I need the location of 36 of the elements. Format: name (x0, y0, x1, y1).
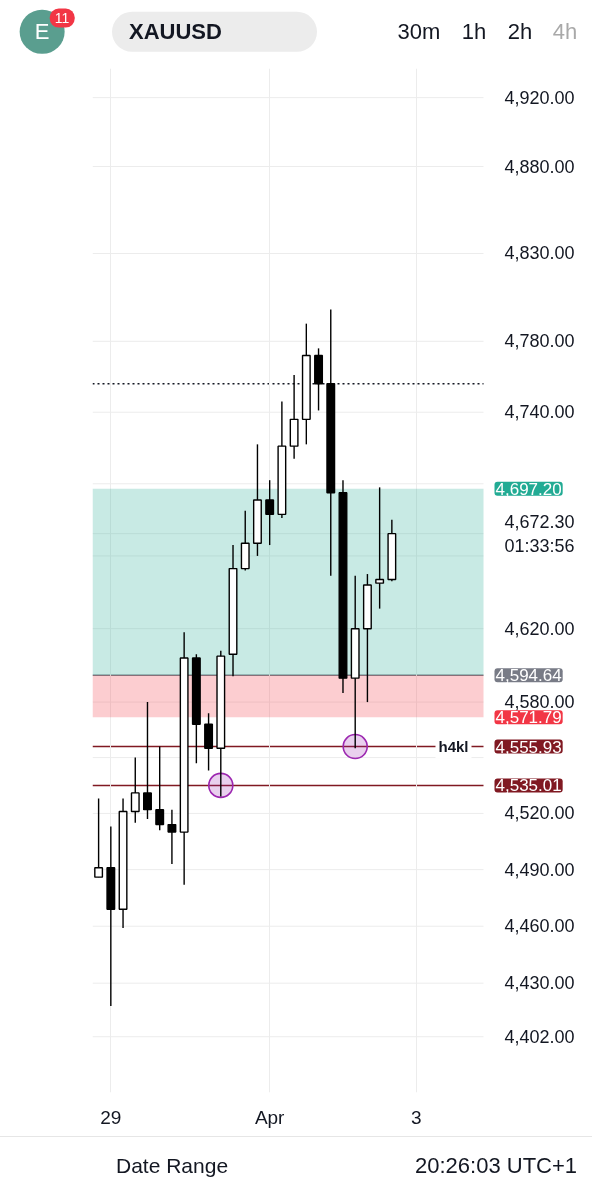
candlestick (155, 745, 165, 831)
y-tick-label: 4,402.00 (504, 1026, 575, 1047)
y-tick-label: 4,740.00 (504, 402, 575, 423)
candlestick (375, 486, 385, 610)
y-tick-label: 4,880.00 (504, 156, 575, 177)
candlestick (265, 479, 275, 546)
y-tick-label: 4,490.00 (504, 859, 575, 880)
y-tick-label: 4,830.00 (504, 243, 575, 264)
y-tick-label: 4,520.00 (504, 803, 575, 824)
text: 20:26:03 UTC+1 (415, 1152, 578, 1180)
x-tick-label: 3 (411, 1106, 422, 1128)
band-label: 4,697.20 (495, 479, 562, 499)
candlestick (94, 797, 104, 878)
text: 1h (461, 18, 487, 46)
y-tick-label: 4,460.00 (504, 916, 575, 937)
ref-line-label: 4,594.64 (495, 666, 562, 686)
y-tick-label: 4,430.00 (504, 973, 575, 994)
text: 11 (49, 8, 75, 28)
x-tick-label: 29 (100, 1106, 122, 1128)
y-tick-label: 4,920.00 (504, 87, 575, 108)
chart-title: XAUUSD (112, 11, 317, 53)
text: 4h (552, 18, 578, 46)
y-tick-label: 4,620.00 (504, 618, 575, 639)
ref-line-label: 4,555.93 (495, 737, 562, 757)
text: 2h (507, 18, 533, 46)
y-tick-label: 4,780.00 (504, 331, 575, 352)
candlestick (130, 756, 140, 824)
candlestick (143, 701, 152, 820)
candlestick (167, 808, 177, 865)
ref-line-label: 4,535.01 (495, 776, 562, 796)
text: Date Range (116, 1153, 229, 1179)
y-tick-label: 4,672.30 01:33:56 (504, 511, 575, 556)
text: 30m (397, 18, 441, 46)
annotation: h4kl (438, 738, 469, 756)
text: E (34, 18, 50, 44)
x-tick-label: Apr (254, 1106, 286, 1128)
